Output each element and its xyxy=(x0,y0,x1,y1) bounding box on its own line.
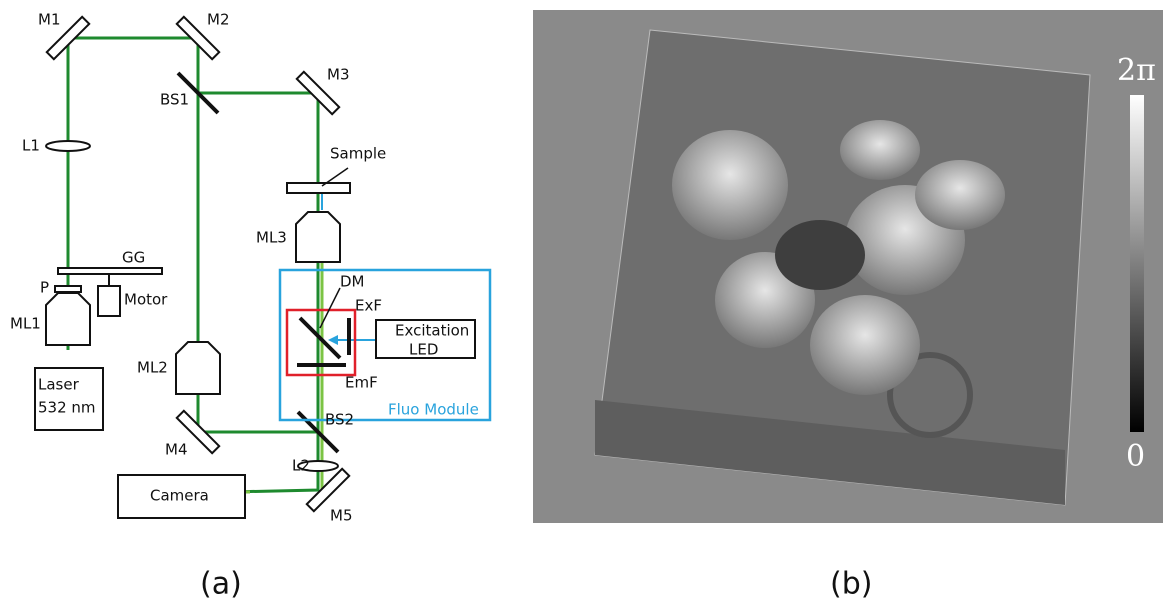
colorbar-min: 0 xyxy=(1126,439,1145,474)
label: Laser xyxy=(38,376,80,394)
label: Excitation xyxy=(395,322,469,340)
objective xyxy=(46,293,90,345)
colorbar xyxy=(1130,95,1144,432)
sample-slide xyxy=(287,183,350,193)
label: Motor xyxy=(124,291,168,309)
label: BS2 xyxy=(325,411,354,429)
arrow-head xyxy=(328,335,338,345)
panel-a: M1 M2 BS1 M3 L1 Sample ML3 GG P Motor ML… xyxy=(10,11,490,525)
label: M1 xyxy=(38,11,61,29)
label: L1 xyxy=(22,137,40,155)
colorbar-max: 2π xyxy=(1117,53,1156,88)
lens xyxy=(46,141,90,151)
motor xyxy=(98,286,120,316)
label: ExF xyxy=(355,297,382,315)
caption: (a) xyxy=(200,567,242,602)
objective xyxy=(296,212,340,262)
label: P xyxy=(40,279,49,297)
center-hole xyxy=(775,220,865,290)
label: ML2 xyxy=(137,359,168,377)
panel-b: 2π 0 xyxy=(533,10,1163,523)
label: EmF xyxy=(345,374,378,392)
label: M5 xyxy=(330,507,353,525)
label: L2 xyxy=(292,457,310,475)
label: LED xyxy=(409,341,438,359)
caption: (b) xyxy=(830,567,872,602)
label: 532 nm xyxy=(38,399,96,417)
objective xyxy=(176,342,220,394)
label: BS1 xyxy=(160,91,189,109)
label: M3 xyxy=(327,66,350,84)
figure: M1 M2 BS1 M3 L1 Sample ML3 GG P Motor ML… xyxy=(0,0,1163,615)
label: M4 xyxy=(165,441,188,459)
polarizer xyxy=(55,286,81,292)
label: Fluo Module xyxy=(388,401,479,419)
label: ML3 xyxy=(256,229,287,247)
label: Sample xyxy=(330,145,386,163)
ground-glass xyxy=(58,268,162,274)
label: DM xyxy=(340,273,365,291)
label: GG xyxy=(122,249,145,267)
label: M2 xyxy=(207,11,230,29)
label: Camera xyxy=(150,487,209,505)
label: ML1 xyxy=(10,315,41,333)
